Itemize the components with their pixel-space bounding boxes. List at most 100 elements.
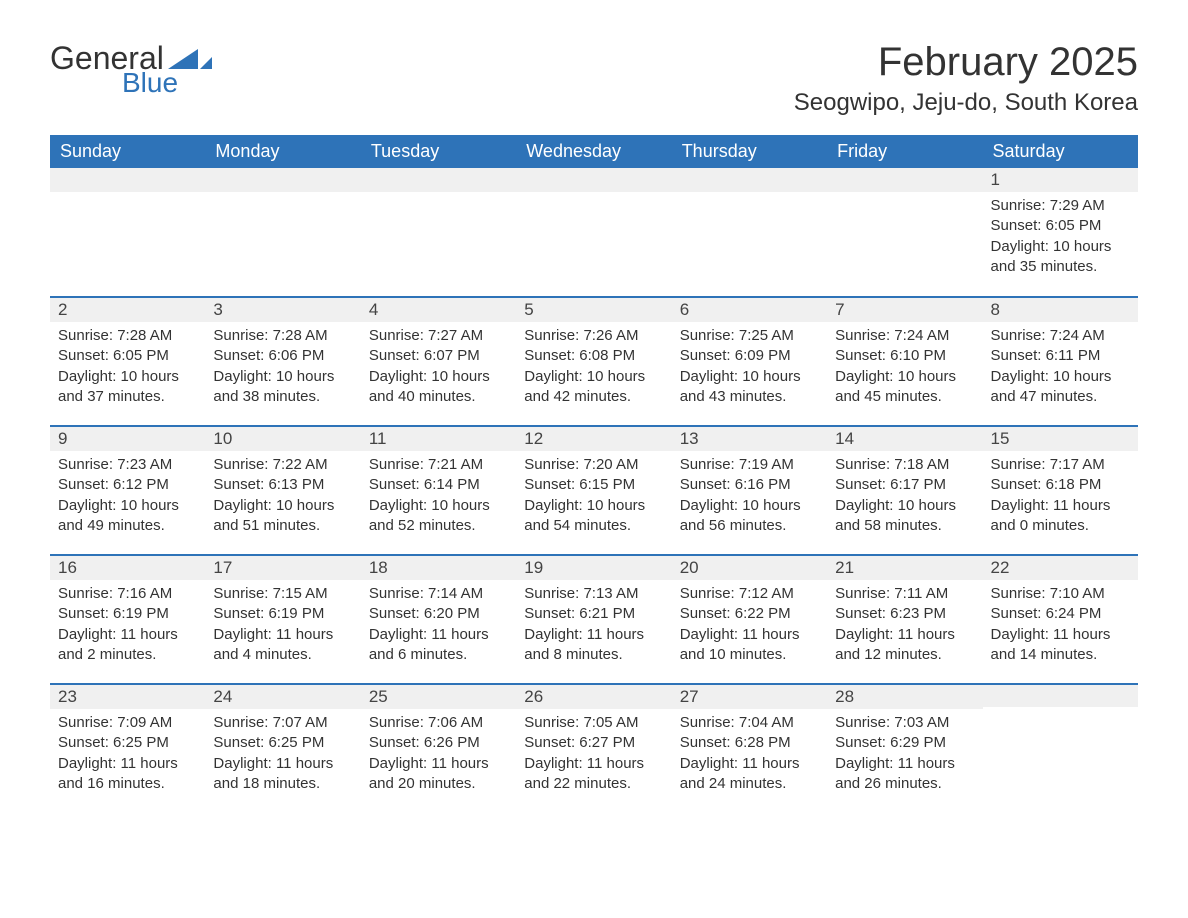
day-body: Sunrise: 7:21 AMSunset: 6:14 PMDaylight:… <box>367 455 510 536</box>
calendar-week-row: 2Sunrise: 7:28 AMSunset: 6:05 PMDaylight… <box>50 296 1138 425</box>
sunrise-line: Sunrise: 7:20 AM <box>524 455 663 475</box>
day-body: Sunrise: 7:29 AMSunset: 6:05 PMDaylight:… <box>989 196 1132 277</box>
calendar-day-cell: 5Sunrise: 7:26 AMSunset: 6:08 PMDaylight… <box>516 296 671 425</box>
day-number <box>672 168 827 192</box>
sunrise-line: Sunrise: 7:25 AM <box>680 326 819 346</box>
sunrise-line: Sunrise: 7:14 AM <box>369 584 508 604</box>
day-number: 9 <box>50 425 205 451</box>
sunset-line: Sunset: 6:19 PM <box>213 604 352 624</box>
sunrise-line: Sunrise: 7:16 AM <box>58 584 197 604</box>
sunset-line: Sunset: 6:13 PM <box>213 475 352 495</box>
day-body: Sunrise: 7:16 AMSunset: 6:19 PMDaylight:… <box>56 584 199 665</box>
daylight-line: Daylight: 11 hours and 8 minutes. <box>524 625 663 666</box>
daylight-line: Daylight: 10 hours and 35 minutes. <box>991 237 1130 278</box>
day-body: Sunrise: 7:15 AMSunset: 6:19 PMDaylight:… <box>211 584 354 665</box>
weekday-header: Friday <box>827 135 982 168</box>
day-body: Sunrise: 7:11 AMSunset: 6:23 PMDaylight:… <box>833 584 976 665</box>
sunset-line: Sunset: 6:29 PM <box>835 733 974 753</box>
day-number: 16 <box>50 554 205 580</box>
sunset-line: Sunset: 6:08 PM <box>524 346 663 366</box>
calendar-day-cell: 20Sunrise: 7:12 AMSunset: 6:22 PMDayligh… <box>672 554 827 683</box>
sunset-line: Sunset: 6:12 PM <box>58 475 197 495</box>
sunset-line: Sunset: 6:16 PM <box>680 475 819 495</box>
day-body: Sunrise: 7:20 AMSunset: 6:15 PMDaylight:… <box>522 455 665 536</box>
day-number: 5 <box>516 296 671 322</box>
calendar-day-cell <box>672 168 827 296</box>
weekday-header: Sunday <box>50 135 205 168</box>
day-body: Sunrise: 7:28 AMSunset: 6:05 PMDaylight:… <box>56 326 199 407</box>
day-number: 21 <box>827 554 982 580</box>
sunset-line: Sunset: 6:24 PM <box>991 604 1130 624</box>
calendar-header-row: SundayMondayTuesdayWednesdayThursdayFrid… <box>50 135 1138 168</box>
sunset-line: Sunset: 6:09 PM <box>680 346 819 366</box>
day-number <box>50 168 205 192</box>
sunset-line: Sunset: 6:05 PM <box>58 346 197 366</box>
day-number: 11 <box>361 425 516 451</box>
day-body: Sunrise: 7:06 AMSunset: 6:26 PMDaylight:… <box>367 713 510 794</box>
daylight-line: Daylight: 10 hours and 45 minutes. <box>835 367 974 408</box>
day-body: Sunrise: 7:28 AMSunset: 6:06 PMDaylight:… <box>211 326 354 407</box>
calendar-day-cell <box>205 168 360 296</box>
daylight-line: Daylight: 10 hours and 37 minutes. <box>58 367 197 408</box>
day-number: 15 <box>983 425 1138 451</box>
daylight-line: Daylight: 11 hours and 26 minutes. <box>835 754 974 795</box>
sunrise-line: Sunrise: 7:06 AM <box>369 713 508 733</box>
daylight-line: Daylight: 10 hours and 56 minutes. <box>680 496 819 537</box>
sunrise-line: Sunrise: 7:12 AM <box>680 584 819 604</box>
calendar-day-cell: 9Sunrise: 7:23 AMSunset: 6:12 PMDaylight… <box>50 425 205 554</box>
sunrise-line: Sunrise: 7:15 AM <box>213 584 352 604</box>
calendar-day-cell: 21 Sunrise: 7:11 AMSunset: 6:23 PMDayligh… <box>827 554 982 683</box>
day-number: 8 <box>983 296 1138 322</box>
day-number <box>827 168 982 192</box>
calendar-day-cell: 25Sunrise: 7:06 AMSunset: 6:26 PMDayligh… <box>361 683 516 812</box>
day-number <box>983 683 1138 707</box>
calendar-day-cell <box>361 168 516 296</box>
sunset-line: Sunset: 6:25 PM <box>58 733 197 753</box>
daylight-line: Daylight: 11 hours and 16 minutes. <box>58 754 197 795</box>
calendar-day-cell <box>983 683 1138 812</box>
calendar-table: SundayMondayTuesdayWednesdayThursdayFrid… <box>50 135 1138 812</box>
title-location: Seogwipo, Jeju-do, South Korea <box>794 89 1138 117</box>
day-number: 7 <box>827 296 982 322</box>
day-number: 6 <box>672 296 827 322</box>
sunrise-line: Sunrise: 7:03 AM <box>835 713 974 733</box>
day-number: 2 <box>50 296 205 322</box>
sunrise-line: Sunrise: 7:24 AM <box>835 326 974 346</box>
day-body: Sunrise: 7:13 AMSunset: 6:21 PMDaylight:… <box>522 584 665 665</box>
daylight-line: Daylight: 11 hours and 22 minutes. <box>524 754 663 795</box>
sunrise-line: Sunrise: 7:28 AM <box>58 326 197 346</box>
sunrise-line: Sunrise: 7:19 AM <box>680 455 819 475</box>
day-number: 14 <box>827 425 982 451</box>
calendar-day-cell: 16 Sunrise: 7:16 AMSunset: 6:19 PMDayligh… <box>50 554 205 683</box>
sunset-line: Sunset: 6:17 PM <box>835 475 974 495</box>
weekday-header: Saturday <box>983 135 1138 168</box>
day-body: Sunrise: 7:25 AMSunset: 6:09 PMDaylight:… <box>678 326 821 407</box>
calendar-day-cell: 1Sunrise: 7:29 AMSunset: 6:05 PMDaylight… <box>983 168 1138 296</box>
daylight-line: Daylight: 10 hours and 42 minutes. <box>524 367 663 408</box>
sunrise-line: Sunrise: 7:10 AM <box>991 584 1130 604</box>
day-number: 24 <box>205 683 360 709</box>
calendar-day-cell: 10Sunrise: 7:22 AMSunset: 6:13 PMDayligh… <box>205 425 360 554</box>
sunrise-line: Sunrise: 7:17 AM <box>991 455 1130 475</box>
day-number: 4 <box>361 296 516 322</box>
sunset-line: Sunset: 6:18 PM <box>991 475 1130 495</box>
day-number <box>205 168 360 192</box>
calendar-day-cell: 22Sunrise: 7:10 AMSunset: 6:24 PMDayligh… <box>983 554 1138 683</box>
day-body: Sunrise: 7:27 AMSunset: 6:07 PMDaylight:… <box>367 326 510 407</box>
day-number: 3 <box>205 296 360 322</box>
calendar-day-cell: 12Sunrise: 7:20 AMSunset: 6:15 PMDayligh… <box>516 425 671 554</box>
day-body: Sunrise: 7:03 AMSunset: 6:29 PMDaylight:… <box>833 713 976 794</box>
sunrise-line: Sunrise: 7:05 AM <box>524 713 663 733</box>
sunrise-line: Sunrise: 7:27 AM <box>369 326 508 346</box>
sunrise-line: Sunrise: 7:23 AM <box>58 455 197 475</box>
sunset-line: Sunset: 6:15 PM <box>524 475 663 495</box>
day-number: 28 <box>827 683 982 709</box>
daylight-line: Daylight: 10 hours and 51 minutes. <box>213 496 352 537</box>
calendar-day-cell: 18Sunrise: 7:14 AMSunset: 6:20 PMDayligh… <box>361 554 516 683</box>
calendar-day-cell: 8Sunrise: 7:24 AMSunset: 6:11 PMDaylight… <box>983 296 1138 425</box>
daylight-line: Daylight: 11 hours and 2 minutes. <box>58 625 197 666</box>
daylight-line: Daylight: 10 hours and 47 minutes. <box>991 367 1130 408</box>
day-number: 22 <box>983 554 1138 580</box>
sunset-line: Sunset: 6:06 PM <box>213 346 352 366</box>
sunrise-line: Sunrise: 7:09 AM <box>58 713 197 733</box>
